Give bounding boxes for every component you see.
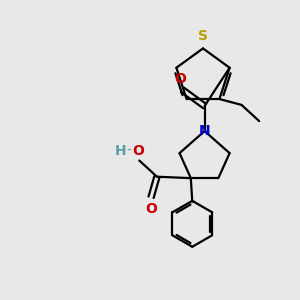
Text: S: S xyxy=(198,29,208,43)
Text: -: - xyxy=(127,144,131,158)
Text: N: N xyxy=(199,124,210,138)
Text: H: H xyxy=(114,144,126,158)
Text: O: O xyxy=(145,202,157,216)
Text: O: O xyxy=(132,144,144,158)
Text: O: O xyxy=(174,72,186,86)
